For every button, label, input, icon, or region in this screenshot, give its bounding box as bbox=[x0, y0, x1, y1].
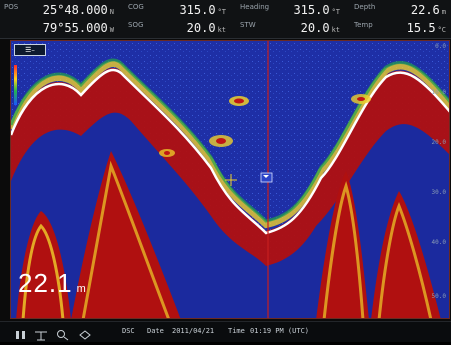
echogram-canvas bbox=[11, 41, 449, 318]
depth-unit: m bbox=[441, 8, 446, 16]
position-cell[interactable]: POS 25°48.000 N 79°55.000 W bbox=[4, 0, 118, 38]
heading-unit: °T bbox=[331, 8, 340, 16]
history-icon[interactable] bbox=[78, 326, 92, 340]
scale-label-30: 30.0 bbox=[431, 189, 446, 196]
time-label: Time bbox=[228, 327, 245, 335]
cog-sog-cell[interactable]: COG 315.0 °T SOG 20.0 kt bbox=[128, 0, 230, 38]
heading-number: 315.0 bbox=[293, 3, 330, 17]
bottom-line bbox=[11, 68, 449, 235]
heading-stw-cell[interactable]: Heading 315.0 °T STW 20.0 kt bbox=[240, 0, 344, 38]
scale-label-40: 40.0 bbox=[431, 239, 446, 246]
pos-label: POS bbox=[4, 3, 19, 11]
bottom-echo-yellow bbox=[11, 61, 449, 229]
cog-unit: °T bbox=[217, 8, 226, 16]
lon-number: 79°55.000 bbox=[42, 21, 108, 35]
sog-unit: kt bbox=[217, 26, 226, 34]
pause-icon[interactable] bbox=[14, 326, 28, 339]
stw-label: STW bbox=[240, 21, 256, 29]
fish-school-1 bbox=[229, 96, 249, 106]
zoom-icon[interactable] bbox=[56, 326, 70, 341]
stw-unit: kt bbox=[331, 26, 340, 34]
depth-reading-value: 22.1 bbox=[18, 268, 73, 298]
sog-number: 20.0 bbox=[186, 21, 216, 35]
mode-label: DSC bbox=[122, 327, 135, 335]
stw-number: 20.0 bbox=[300, 21, 330, 35]
scale-label-0: 0.0 bbox=[435, 43, 446, 50]
lat-hemi: N bbox=[109, 8, 114, 16]
data-bar: POS 25°48.000 N 79°55.000 W COG 315.0 °T SO… bbox=[0, 0, 451, 39]
depth-value: 22.6 m bbox=[411, 3, 446, 17]
temp-number: 15.5 bbox=[406, 21, 436, 35]
sog-value: 20.0 kt bbox=[187, 21, 226, 35]
stw-value: 20.0 kt bbox=[301, 21, 340, 35]
depth-temp-cell[interactable]: Depth 22.6 m Temp 15.5 °C bbox=[354, 0, 448, 38]
date-value: 2011/04/21 bbox=[172, 327, 215, 335]
heading-value: 315.0 °T bbox=[293, 3, 340, 17]
cursor-icon bbox=[225, 174, 237, 186]
sog-label: SOG bbox=[128, 21, 144, 29]
scale-label-50: 50.0 bbox=[431, 293, 446, 300]
temp-label: Temp bbox=[354, 21, 373, 29]
heading-label: Heading bbox=[240, 3, 270, 11]
temp-value: 15.5 °C bbox=[407, 21, 446, 35]
lat-number: 25°48.000 bbox=[42, 3, 108, 17]
temp-unit: °C bbox=[437, 26, 446, 34]
fish-school-2 bbox=[209, 135, 233, 147]
depth-readout: 22.1 m bbox=[18, 268, 87, 299]
echogram[interactable]: 0.0 10.0 20.0 30.0 40.0 50.0 bbox=[10, 40, 450, 319]
scale-label-10: 10.0 bbox=[431, 89, 446, 96]
fish-school-4 bbox=[351, 94, 371, 104]
latitude-value: 25°48.000 N bbox=[43, 3, 114, 17]
depth-label: Depth bbox=[354, 3, 376, 11]
depth-reading-unit: m bbox=[76, 283, 87, 295]
second-echo-left bbox=[16, 211, 71, 318]
menu-icon: ☰– bbox=[25, 46, 35, 54]
cog-value: 315.0 °T bbox=[179, 3, 226, 17]
scale-label-20: 20.0 bbox=[431, 139, 446, 146]
time-value: 01:19 PM (UTC) bbox=[250, 327, 310, 335]
waypoint-icon bbox=[260, 172, 273, 183]
color-scale bbox=[14, 65, 17, 105]
menu-button[interactable]: ☰– bbox=[14, 44, 46, 56]
cog-label: COG bbox=[128, 3, 144, 11]
fish-school-3 bbox=[159, 149, 175, 157]
lon-hemi: W bbox=[109, 26, 114, 34]
longitude-value: 79°55.000 W bbox=[43, 21, 114, 35]
range-icon[interactable] bbox=[34, 326, 48, 341]
status-bar: DSC Date 2011/04/21 Time 01:19 PM (UTC) bbox=[0, 321, 451, 342]
cog-number: 315.0 bbox=[179, 3, 216, 17]
depth-number: 22.6 bbox=[410, 3, 440, 17]
date-label: Date bbox=[147, 327, 164, 335]
